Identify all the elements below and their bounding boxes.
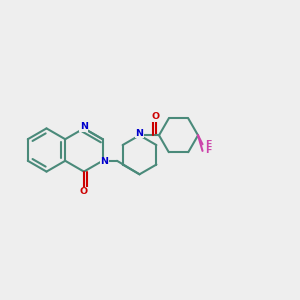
Text: N: N — [80, 122, 88, 131]
Text: F: F — [205, 140, 211, 148]
Text: N: N — [100, 157, 108, 166]
Text: O: O — [80, 187, 88, 196]
Text: F: F — [205, 146, 211, 155]
Text: N: N — [136, 129, 143, 138]
Text: O: O — [152, 112, 160, 121]
